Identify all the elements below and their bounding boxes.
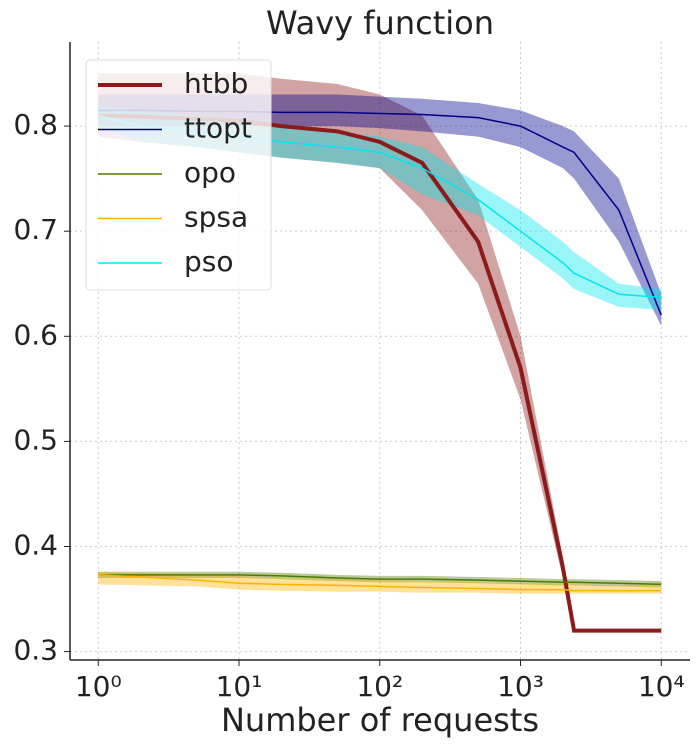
chart-title: Wavy function [266, 4, 494, 42]
line [98, 574, 662, 586]
legend: htbb ttopt opo spsa pso [85, 59, 272, 291]
x-tick-label: 10⁰ [75, 670, 122, 703]
y-tick-label: 0.3 [13, 634, 58, 667]
legend-label: htbb [184, 67, 248, 100]
x-axis-label: Number of requests [221, 701, 539, 739]
legend-label: ttopt [184, 112, 252, 145]
legend-label: spsa [184, 201, 248, 234]
line [98, 574, 662, 592]
y-tick-label: 0.6 [13, 318, 58, 351]
band [98, 571, 662, 594]
x-tick-label: 10⁴ [638, 670, 685, 703]
legend-label: opo [184, 156, 236, 189]
y-tick-label: 0.7 [13, 213, 58, 246]
legend-frame [85, 59, 272, 291]
x-tick-label: 10³ [497, 670, 544, 703]
y-tick-label: 0.4 [13, 528, 58, 561]
y-tick-label: 0.5 [13, 423, 58, 456]
x-tick-label: 10¹ [216, 670, 263, 703]
x-tick-label: 10² [356, 670, 403, 703]
legend-label: pso [184, 245, 234, 278]
y-tick-label: 0.8 [13, 108, 58, 141]
